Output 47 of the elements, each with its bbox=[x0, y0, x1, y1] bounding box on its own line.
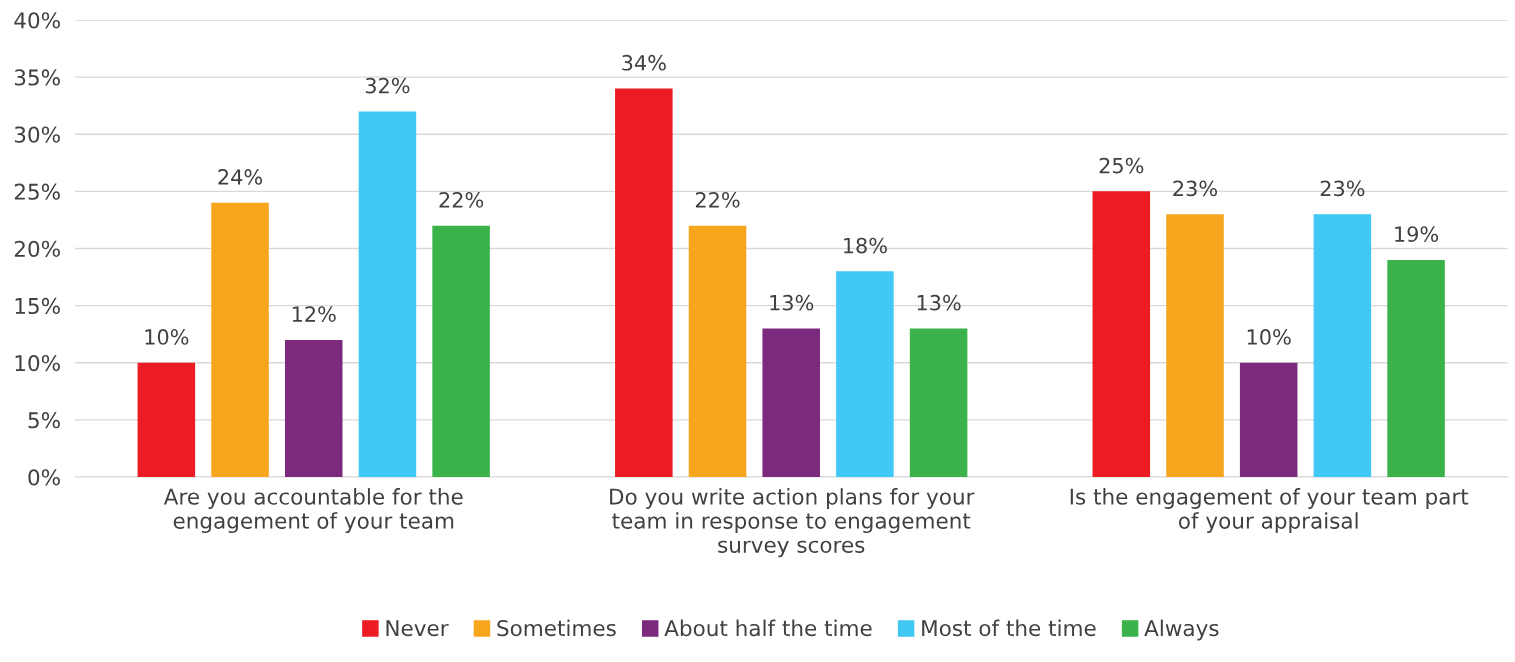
data-label: 23% bbox=[1173, 180, 1217, 197]
data-label: 13% bbox=[770, 294, 814, 311]
y-tick-label: 40% bbox=[14, 12, 60, 29]
data-label: 22% bbox=[439, 191, 484, 208]
bar bbox=[211, 202, 269, 477]
data-label: 18% bbox=[844, 237, 887, 254]
data-label: 34% bbox=[622, 54, 666, 71]
data-label: 10% bbox=[1247, 329, 1291, 345]
y-tick-label: 0% bbox=[28, 469, 60, 486]
data-label: 10% bbox=[145, 329, 189, 345]
y-tick-label: 20% bbox=[14, 240, 60, 257]
bar bbox=[1239, 362, 1298, 477]
bar bbox=[615, 88, 673, 477]
y-tick-label: 10% bbox=[15, 354, 60, 372]
x-tick-label: Is the engagement of your team part of your appraisal bbox=[1070, 488, 1469, 534]
y-tick-label: 30% bbox=[14, 126, 60, 143]
bar bbox=[432, 225, 490, 477]
data-label: 24% bbox=[218, 169, 263, 185]
legend-label: Always bbox=[1144, 619, 1219, 641]
legend-label: About half the time bbox=[664, 619, 872, 637]
bar bbox=[1387, 259, 1445, 477]
legend-label: Never bbox=[386, 620, 449, 637]
data-label: 23% bbox=[1320, 180, 1365, 197]
data-label: 13% bbox=[917, 294, 961, 311]
data-label: 22% bbox=[695, 191, 740, 208]
y-tick-label: 5% bbox=[28, 412, 60, 429]
data-label: 12% bbox=[292, 306, 336, 322]
bar bbox=[137, 362, 196, 477]
bar bbox=[284, 339, 343, 477]
bar bbox=[836, 271, 894, 477]
legend-label: Sometimes bbox=[497, 619, 616, 637]
x-tick-label: Do you write action plans for your team in response to engagement survey scores bbox=[610, 488, 975, 558]
bar bbox=[688, 225, 747, 477]
x-tick-label: Are you accountable for the engagement of your team bbox=[163, 488, 463, 534]
bar bbox=[1313, 214, 1372, 477]
legend-label: Most of the time bbox=[922, 619, 1096, 637]
bar bbox=[762, 328, 820, 477]
y-tick-label: 15% bbox=[15, 297, 60, 315]
data-label: 19% bbox=[1395, 226, 1439, 242]
y-tick-label: 35% bbox=[14, 69, 60, 86]
bar bbox=[358, 111, 417, 477]
y-tick-label: 25% bbox=[14, 183, 60, 200]
data-label: 32% bbox=[365, 77, 410, 94]
bar bbox=[909, 328, 968, 477]
bar bbox=[1166, 214, 1224, 477]
bar bbox=[1092, 191, 1151, 477]
data-label: 25% bbox=[1099, 157, 1144, 174]
